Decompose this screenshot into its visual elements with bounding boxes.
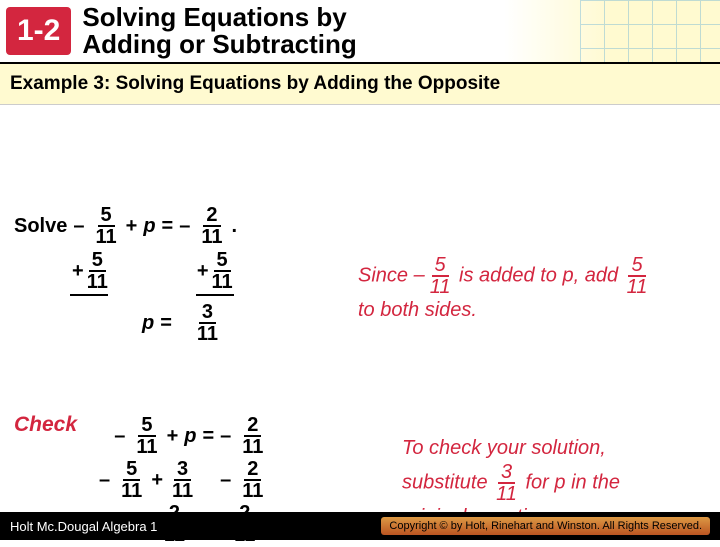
content-area: Solve – 5 11 + p = – 2 11 . + 5 11 +	[0, 105, 720, 125]
frac-den: 11	[624, 277, 651, 297]
fraction: 311	[493, 462, 520, 504]
underline	[196, 294, 234, 296]
lesson-title: Solving Equations by Adding or Subtracti…	[82, 4, 356, 59]
fraction: 311	[169, 459, 196, 501]
lesson-number-badge: 1-2	[6, 7, 71, 55]
explain-text: To check your solution,	[402, 437, 606, 459]
fraction-add-right: 5 11	[209, 250, 236, 292]
frac-num: 5	[214, 250, 231, 272]
frac-num: 5	[89, 250, 106, 272]
check-row-1: – 511 + p = – 211	[99, 415, 290, 457]
result-line: p = 3 11	[14, 302, 237, 344]
fraction: 511	[133, 415, 160, 457]
fraction-lhs: 5 11	[92, 205, 119, 247]
variable-p: p	[184, 425, 196, 448]
variable-p: p	[142, 312, 154, 335]
frac-den: 11	[239, 437, 266, 457]
fraction: 211	[239, 415, 266, 457]
frac-den: 11	[169, 481, 196, 501]
frac-den: 11	[493, 484, 520, 504]
explain-text: to both sides.	[358, 299, 477, 321]
frac-den: 11	[209, 272, 236, 292]
frac-den: 11	[194, 324, 221, 344]
plus-sign: +	[167, 425, 179, 448]
solve-equation: Solve – 5 11 + p = – 2 11 .	[14, 205, 237, 247]
frac-den: 11	[92, 227, 119, 247]
plus-sign: +	[72, 260, 84, 283]
minus-sign: –	[414, 264, 425, 286]
plus-sign: +	[126, 215, 138, 238]
explain-text: substitute	[402, 471, 488, 493]
explain-text: is added to p, add	[459, 264, 618, 286]
plus-sign: +	[151, 469, 163, 492]
minus-sign: –	[220, 469, 231, 492]
fraction: 511	[624, 255, 651, 297]
minus-sign: –	[179, 215, 190, 238]
frac-num: 5	[123, 459, 140, 481]
check-row-2: – 511 + 311 – 211	[99, 459, 290, 501]
frac-den: 11	[84, 272, 111, 292]
solve-block: Solve – 5 11 + p = – 2 11 . + 5 11 +	[14, 205, 237, 344]
fraction: 511	[118, 459, 145, 501]
fraction: 511	[427, 255, 454, 297]
minus-sign: –	[99, 469, 110, 492]
solve-label: Solve	[14, 215, 67, 238]
fraction-rhs: 2 11	[198, 205, 225, 247]
frac-num: 5	[98, 205, 115, 227]
period: .	[232, 215, 238, 238]
equals-sign: =	[160, 312, 172, 335]
variable-p: p	[143, 215, 155, 238]
minus-sign: –	[73, 215, 84, 238]
footer-copyright: Copyright © by Holt, Rinehart and Winsto…	[381, 517, 710, 535]
frac-num: 2	[244, 459, 261, 481]
frac-den: 11	[118, 481, 145, 501]
minus-sign: –	[220, 425, 231, 448]
frac-num: 3	[199, 302, 216, 324]
frac-den: 11	[427, 277, 454, 297]
example-heading: Example 3: Solving Equations by Adding t…	[0, 64, 720, 105]
explain-text: Since	[358, 264, 408, 286]
equals-sign: =	[162, 215, 174, 238]
explanation-1: Since –511 is added to p, add 511 to bot…	[358, 255, 714, 324]
underline-row	[14, 294, 237, 296]
fraction-result: 3 11	[194, 302, 221, 344]
frac-den: 11	[198, 227, 225, 247]
minus-sign: –	[114, 425, 125, 448]
frac-den: 11	[133, 437, 160, 457]
frac-num: 5	[432, 255, 449, 277]
header: 1-2 Solving Equations by Adding or Subtr…	[0, 0, 720, 64]
title-line-1: Solving Equations by	[82, 4, 356, 31]
frac-num: 5	[628, 255, 645, 277]
frac-num: 2	[203, 205, 220, 227]
equals-sign: =	[202, 425, 214, 448]
add-step: + 5 11 + 5 11	[14, 250, 237, 292]
plus-sign: +	[197, 260, 209, 283]
frac-den: 11	[239, 481, 266, 501]
fraction: 211	[239, 459, 266, 501]
underline	[70, 294, 108, 296]
title-line-2: Adding or Subtracting	[82, 31, 356, 58]
fraction-add-left: 5 11	[84, 250, 111, 292]
frac-num: 3	[174, 459, 191, 481]
frac-num: 3	[498, 462, 515, 484]
frac-num: 2	[244, 415, 261, 437]
footer: Holt Mc.Dougal Algebra 1 Copyright © by …	[0, 512, 720, 540]
frac-num: 5	[138, 415, 155, 437]
explain-text: for p in the	[526, 471, 621, 493]
footer-left: Holt Mc.Dougal Algebra 1	[10, 519, 157, 534]
